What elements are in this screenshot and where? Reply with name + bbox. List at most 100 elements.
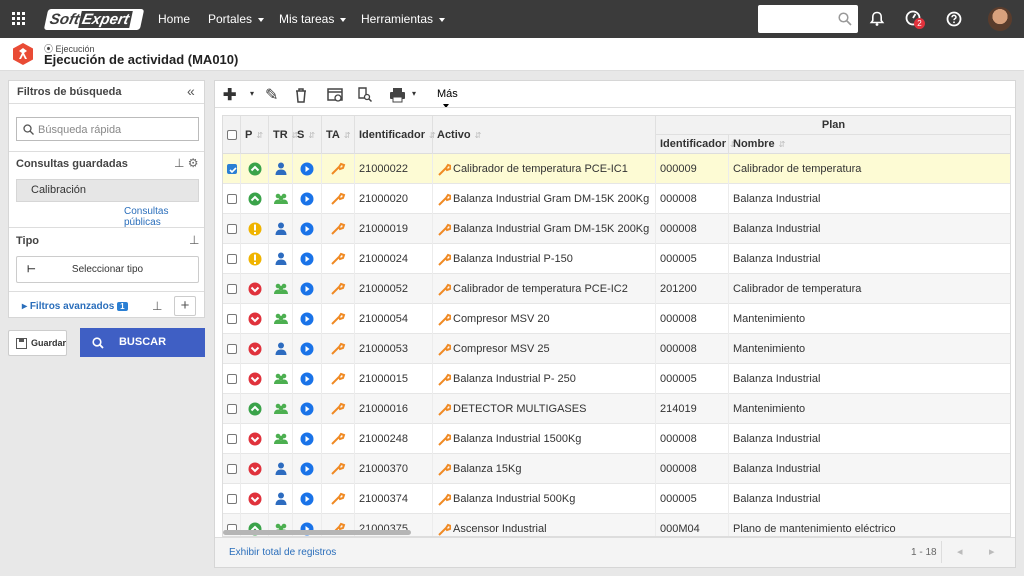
grid-row[interactable]: 21000015 Balanza Industrial P- 250 000005 B… xyxy=(223,364,1010,394)
checkbox[interactable] xyxy=(226,344,237,355)
plan-id: 000008 xyxy=(660,223,697,235)
grid-cell: Balanza Industrial Gram DM-15K 200Kg xyxy=(433,184,656,214)
column-header[interactable]: TA ⇵ xyxy=(322,116,355,154)
asset-name: Balanza Industrial 500Kg xyxy=(453,493,576,505)
column-header[interactable]: Identificador ⇵ xyxy=(656,135,737,154)
column-header[interactable]: TR ⇵ xyxy=(269,116,298,154)
add-button[interactable]: ✚ xyxy=(223,87,237,104)
checkbox[interactable] xyxy=(226,254,237,265)
filter-panel: Filtros de búsqueda « Búsqueda rápida Co… xyxy=(8,80,205,318)
status-icon xyxy=(300,162,314,176)
grid-row[interactable]: 21000022 Calibrador de temperatura PCE-IC… xyxy=(223,154,1010,184)
grid-cell xyxy=(322,154,355,184)
next-page[interactable]: ▸ xyxy=(989,546,995,558)
search-icon xyxy=(838,12,852,26)
checkbox[interactable] xyxy=(226,374,237,385)
grid-cell xyxy=(241,424,269,454)
save-icon xyxy=(16,338,27,349)
checkbox[interactable] xyxy=(226,434,237,445)
type-icon xyxy=(331,492,346,505)
checkbox[interactable] xyxy=(226,464,237,475)
apps-icon[interactable] xyxy=(12,12,26,26)
grid-row[interactable]: 21000374 Balanza Industrial 500Kg 000005 Ba… xyxy=(223,484,1010,514)
checkbox[interactable] xyxy=(226,130,237,141)
asset-name: Compresor MSV 25 xyxy=(453,343,550,355)
grid-row[interactable]: 21000375 Ascensor Industrial 000M04 Plano d… xyxy=(223,514,1010,536)
prev-page[interactable]: ◂ xyxy=(957,546,963,558)
advanced-filters[interactable]: ▸ Filtros avanzados 1 xyxy=(22,301,128,312)
checkbox[interactable] xyxy=(226,404,237,415)
select-type-button[interactable]: ⊢ Seleccionar tipo xyxy=(16,256,199,283)
type-icon xyxy=(331,282,346,295)
column-header[interactable]: Nombre ⇵ xyxy=(729,135,1010,154)
grid-cell: 214019 xyxy=(656,394,729,424)
public-queries-link[interactable]: Consultas públicas xyxy=(124,206,169,228)
nav-item[interactable]: Herramientas xyxy=(361,12,445,26)
checkbox[interactable] xyxy=(226,164,237,175)
print-menu[interactable]: ▾ xyxy=(412,89,417,98)
delete-button[interactable] xyxy=(293,87,309,103)
scrollbar[interactable] xyxy=(223,530,411,535)
grid-row[interactable]: 21000248 Balanza Industrial 1500Kg 000008 B… xyxy=(223,424,1010,454)
saved-query[interactable]: Calibración xyxy=(16,179,199,202)
checkbox[interactable] xyxy=(226,194,237,205)
column-header[interactable]: Activo ⇵ xyxy=(433,116,656,154)
type-icon xyxy=(331,432,346,445)
breadcrumb[interactable]: ⦿ Ejecución xyxy=(44,44,95,54)
bell-icon[interactable] xyxy=(869,11,885,27)
total-link[interactable]: Exhibir total de registros xyxy=(229,547,337,558)
responsible-icon xyxy=(275,492,286,506)
grid-cell: 201200 xyxy=(656,274,729,304)
checkbox[interactable] xyxy=(226,494,237,505)
type-icon xyxy=(331,312,346,325)
responsible-icon xyxy=(273,193,288,205)
add-filter-button[interactable]: + xyxy=(174,296,196,316)
grid-row[interactable]: 21000024 Balanza Industrial P-150 000005 Ba… xyxy=(223,244,1010,274)
priority-icon xyxy=(248,432,261,446)
search-button[interactable]: BUSCAR xyxy=(80,328,205,357)
grid-row[interactable]: 21000019 Balanza Industrial Gram DM-15K 2… xyxy=(223,214,1010,244)
clear-icon[interactable]: ⊥ xyxy=(189,233,200,247)
record-id: 21000022 xyxy=(359,163,408,175)
grid-row[interactable]: 21000370 Balanza 15Kg 000008 Balanza Indust… xyxy=(223,454,1010,484)
quick-search[interactable]: Búsqueda rápida xyxy=(16,117,199,141)
checkbox[interactable] xyxy=(226,284,237,295)
search-box[interactable] xyxy=(758,5,858,33)
asset-name: Calibrador de temperatura PCE-IC2 xyxy=(453,283,628,295)
sort-icon: ⇵ xyxy=(778,140,786,149)
nav-item[interactable]: Portales xyxy=(208,12,264,26)
plan-name: Balanza Industrial xyxy=(733,373,821,385)
nav-item[interactable]: Home xyxy=(158,12,191,26)
logo[interactable]: SoftExpert xyxy=(43,9,145,30)
grid-row[interactable]: 21000020 Balanza Industrial Gram DM-15K 2… xyxy=(223,184,1010,214)
add-menu[interactable]: ▾ xyxy=(250,89,255,98)
column-header[interactable]: S ⇵ xyxy=(293,116,322,154)
asset-name: DETECTOR MULTIGASES xyxy=(453,403,587,415)
avatar[interactable] xyxy=(988,7,1012,31)
save-button[interactable]: Guardar xyxy=(8,330,67,356)
grid-cell xyxy=(223,394,241,424)
checkbox[interactable] xyxy=(226,224,237,235)
column-header[interactable]: Identificador ⇵ xyxy=(355,116,436,154)
nav-item[interactable]: Mis tareas xyxy=(279,12,346,26)
advanced-text: Filtros avanzados xyxy=(29,301,115,312)
checkbox[interactable] xyxy=(226,314,237,325)
grid-row[interactable]: 21000052 Calibrador de temperatura PCE-IC… xyxy=(223,274,1010,304)
edit-button[interactable]: ✎ xyxy=(265,87,279,104)
help-icon[interactable] xyxy=(946,11,962,27)
search-doc-button[interactable] xyxy=(357,87,373,103)
print-button[interactable] xyxy=(389,87,407,103)
grid-row[interactable]: 21000054 Compresor MSV 20 000008 Mantenimie… xyxy=(223,304,1010,334)
clear-icon[interactable]: ⊥ xyxy=(152,299,163,313)
grid-row[interactable]: 21000016 DETECTOR MULTIGASES 214019 Manteni… xyxy=(223,394,1010,424)
breadcrumb-text: Ejecución xyxy=(55,44,95,54)
view-button[interactable] xyxy=(327,87,345,103)
collapse-button[interactable]: « xyxy=(187,83,195,99)
grid-cell xyxy=(322,184,355,214)
grid-row[interactable]: 21000053 Compresor MSV 25 000008 Mantenimie… xyxy=(223,334,1010,364)
column-header[interactable]: P ⇵ xyxy=(241,116,269,154)
button-text: Guardar xyxy=(31,338,67,348)
settings-icons[interactable]: ⊥ ⚙ xyxy=(174,156,199,170)
responsible-icon xyxy=(275,222,286,236)
more-button[interactable]: Más xyxy=(437,88,458,112)
